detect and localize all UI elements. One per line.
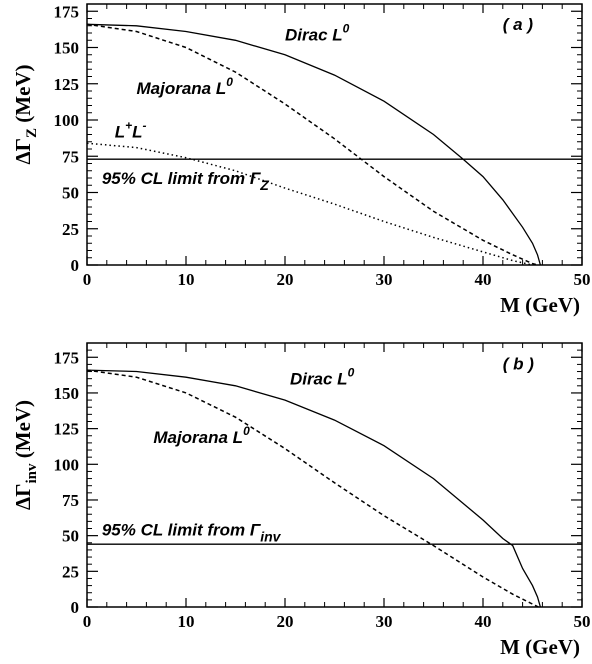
annotation-text: Majorana L <box>137 79 227 98</box>
x-tick-label: 50 <box>574 612 591 631</box>
y-tick-label: 175 <box>54 2 80 21</box>
y-tick-label: 50 <box>62 527 79 546</box>
curve-annotation: Majorana L0 <box>137 75 234 98</box>
annotation-superscript: 0 <box>226 75 233 89</box>
curve-annotation: L+L- <box>115 118 147 141</box>
x-axis-label: M (GeV) <box>500 635 580 659</box>
y-axis-label: ΔΓZ (MeV) <box>11 64 40 164</box>
x-tick-label: 40 <box>475 612 492 631</box>
y-tick-label: 25 <box>62 220 79 239</box>
annotation-text: Majorana L <box>153 428 243 447</box>
y-tick-label: 175 <box>54 348 80 367</box>
y-tick-label: 125 <box>54 420 80 439</box>
annotation-superscript: 0 <box>243 424 250 438</box>
annotation-text: 95% CL limit from Γ <box>102 521 262 540</box>
y-axis-label-symbol: ΔΓ <box>11 484 35 511</box>
y-axis-label-subscript: Z <box>24 128 40 138</box>
x-tick-label: 10 <box>178 270 195 289</box>
annotation-text: 95% CL limit from Γ <box>102 169 262 188</box>
x-tick-label: 30 <box>376 270 393 289</box>
x-tick-label: 10 <box>178 612 195 631</box>
curve-annotation: Dirac L0 <box>285 21 350 44</box>
series-line-majorana-l0 <box>86 369 539 608</box>
curve-annotation: 95% CL limit from ΓZ <box>102 169 269 193</box>
series-line-majorana-l0 <box>86 23 538 266</box>
x-tick-label: 30 <box>376 612 393 631</box>
series-line-dirac-l0 <box>86 23 542 266</box>
curve-annotation: 95% CL limit from Γinv <box>102 521 282 545</box>
annotation-superscript: - <box>143 118 147 132</box>
annotation-text: Dirac L <box>285 25 343 44</box>
x-tick-label: 50 <box>574 270 591 289</box>
annotation-text: L <box>115 122 125 141</box>
annotation-subscript: inv <box>260 529 281 545</box>
y-tick-label: 125 <box>54 75 80 94</box>
y-tick-label: 150 <box>54 384 80 403</box>
y-tick-label: 150 <box>54 39 80 58</box>
panel-label: ( a ) <box>503 15 534 34</box>
panel-label: ( b ) <box>503 354 534 373</box>
annotation-superscript: 0 <box>348 365 355 379</box>
series-line-dirac-l0 <box>86 369 542 608</box>
y-tick-label: 0 <box>71 598 80 617</box>
y-tick-label: 75 <box>62 147 79 166</box>
x-tick-label: 20 <box>277 612 294 631</box>
annotation-text: L <box>132 122 142 141</box>
annotation-subscript: Z <box>259 177 269 193</box>
y-tick-label: 0 <box>71 256 80 275</box>
plot-frame <box>86 342 583 608</box>
y-axis-label-unit: (MeV) <box>11 64 35 128</box>
x-tick-label: 20 <box>277 270 294 289</box>
curve-annotation: Majorana L0 <box>153 424 250 447</box>
curve-annotation: Dirac L0 <box>290 365 355 388</box>
y-axis-label-unit: (MeV) <box>11 400 35 464</box>
x-tick-label: 0 <box>83 612 92 631</box>
y-axis-label: ΔΓinv (MeV) <box>11 400 40 510</box>
y-axis-label-symbol: ΔΓ <box>11 138 35 165</box>
y-tick-label: 75 <box>62 491 79 510</box>
y-tick-label: 50 <box>62 184 79 203</box>
x-axis-label: M (GeV) <box>500 293 580 317</box>
x-tick-label: 40 <box>475 270 492 289</box>
annotation-superscript: + <box>125 118 132 132</box>
annotation-text: Dirac L <box>290 369 348 388</box>
annotation-superscript: 0 <box>343 21 350 35</box>
y-tick-label: 100 <box>54 111 80 130</box>
y-tick-label: 25 <box>62 562 79 581</box>
y-tick-label: 100 <box>54 455 80 474</box>
y-axis-label-subscript: inv <box>24 463 40 484</box>
x-tick-label: 0 <box>83 270 92 289</box>
